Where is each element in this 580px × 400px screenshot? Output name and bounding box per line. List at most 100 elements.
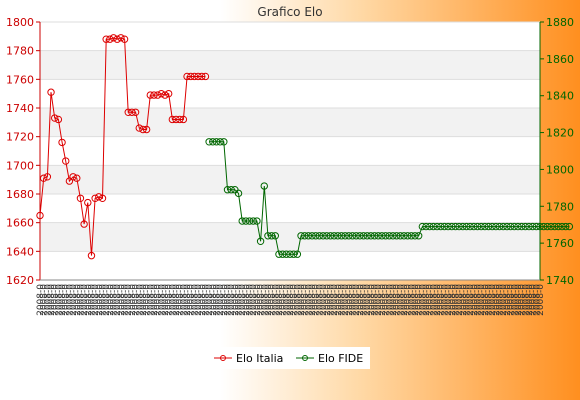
data-point (109, 34, 118, 42)
x-tick-label: 2008-0 (304, 284, 314, 316)
x-tick-label: 2008-0 (190, 284, 200, 316)
data-point (153, 91, 162, 99)
x-tick-label: 2008-0 (326, 284, 336, 316)
data-point (51, 114, 59, 122)
data-point (356, 232, 364, 240)
data-point (161, 91, 169, 99)
x-tick-label: 2008-0 (183, 284, 193, 316)
data-point (253, 217, 261, 225)
data-point (179, 115, 188, 124)
data-point (525, 222, 533, 231)
data-point (503, 222, 511, 231)
data-point (176, 115, 184, 124)
data-point (98, 194, 107, 203)
data-point (374, 232, 382, 240)
data-point (466, 222, 474, 231)
x-tick-label: 2008-0 (481, 284, 491, 316)
data-point (43, 173, 52, 181)
x-tick-label: 2008-0 (117, 284, 127, 316)
legend-label-elo-fide: Elo FIDE (318, 352, 363, 365)
chart-title: Grafico Elo (257, 5, 322, 19)
legend-marker (220, 355, 226, 361)
x-tick-label: 2008-0 (179, 284, 189, 316)
data-point (102, 35, 110, 43)
x-tick-label: 2008-0 (315, 284, 325, 316)
x-tick-label: 2008-0 (91, 284, 101, 316)
x-tick-label: 2008-0 (161, 284, 171, 316)
x-tick-label: 2008-0 (139, 284, 149, 316)
x-tick-label: 2008-0 (69, 284, 79, 316)
x-tick-label: 2008-0 (444, 284, 454, 316)
x-tick-label: 2008-0 (279, 284, 289, 316)
data-point (315, 232, 324, 240)
x-tick-label: 2008-0 (385, 284, 395, 316)
data-point (304, 232, 313, 240)
data-point (418, 222, 427, 231)
data-point (190, 72, 199, 81)
x-tick-label: 2008-0 (536, 284, 546, 316)
data-point (345, 232, 353, 240)
x-tick-label: 2008-0 (426, 284, 436, 316)
x-tick-label: 2008-0 (312, 284, 322, 316)
left-tick-label: 1640 (6, 245, 34, 258)
data-point (220, 138, 228, 146)
x-tick-label: 2008-0 (363, 284, 373, 316)
data-point (558, 222, 566, 231)
data-point (411, 232, 419, 240)
data-point (275, 250, 283, 258)
x-tick-label: 2008-0 (451, 284, 461, 316)
data-point (477, 222, 485, 231)
data-point (194, 72, 202, 81)
data-point (510, 222, 518, 231)
grid-bands (40, 22, 540, 280)
data-point (106, 35, 114, 43)
data-point (80, 220, 88, 228)
x-tick-label: 2008-0 (510, 284, 520, 316)
x-tick-label: 2008-0 (238, 284, 248, 316)
data-point (113, 35, 121, 43)
x-tick-label: 2008-0 (99, 284, 109, 316)
data-point (403, 232, 412, 240)
x-tick-label: 2008-0 (124, 284, 134, 316)
data-point (337, 232, 346, 240)
x-tick-label: 2008-0 (121, 284, 131, 316)
x-tick-label: 2008-0 (529, 284, 539, 316)
legend: Elo Italia Elo FIDE (210, 347, 370, 369)
data-point (187, 72, 195, 81)
data-point (245, 217, 254, 225)
data-point (131, 108, 140, 117)
data-point (444, 222, 452, 231)
data-point (172, 115, 180, 124)
grid-band (40, 165, 540, 194)
x-tick-label: 2008-0 (400, 284, 410, 316)
x-tick-label: 2008-0 (87, 284, 97, 316)
left-tick-label: 1800 (6, 16, 34, 29)
data-point (95, 193, 103, 201)
x-tick-label: 2008-0 (128, 284, 138, 316)
left-tick-label: 1780 (6, 45, 34, 58)
data-point (139, 125, 147, 134)
right-tick-label: 1800 (546, 163, 574, 176)
data-point (459, 222, 467, 231)
data-point (462, 222, 471, 231)
left-tick-label: 1680 (6, 188, 34, 201)
x-tick-label: 2008-0 (224, 284, 234, 316)
x-tick-label: 2008-0 (40, 284, 50, 316)
data-point (389, 232, 397, 240)
x-tick-label: 2008-0 (330, 284, 340, 316)
data-point (128, 108, 136, 117)
x-tick-label: 2008-0 (76, 284, 86, 316)
data-point (521, 222, 529, 231)
data-point (242, 217, 250, 225)
x-tick-label: 2008-0 (521, 284, 531, 316)
x-tick-label: 2008-0 (466, 284, 476, 316)
data-point (499, 222, 507, 231)
data-point (370, 232, 379, 240)
left-tick-label: 1740 (6, 102, 34, 115)
x-tick-label: 2008-0 (95, 284, 105, 316)
x-tick-label: 2008-0 (393, 284, 403, 316)
legend-label-elo-italia: Elo Italia (236, 352, 283, 365)
x-tick-label: 2008-0 (113, 284, 123, 316)
x-tick-label: 2008-0 (496, 284, 506, 316)
